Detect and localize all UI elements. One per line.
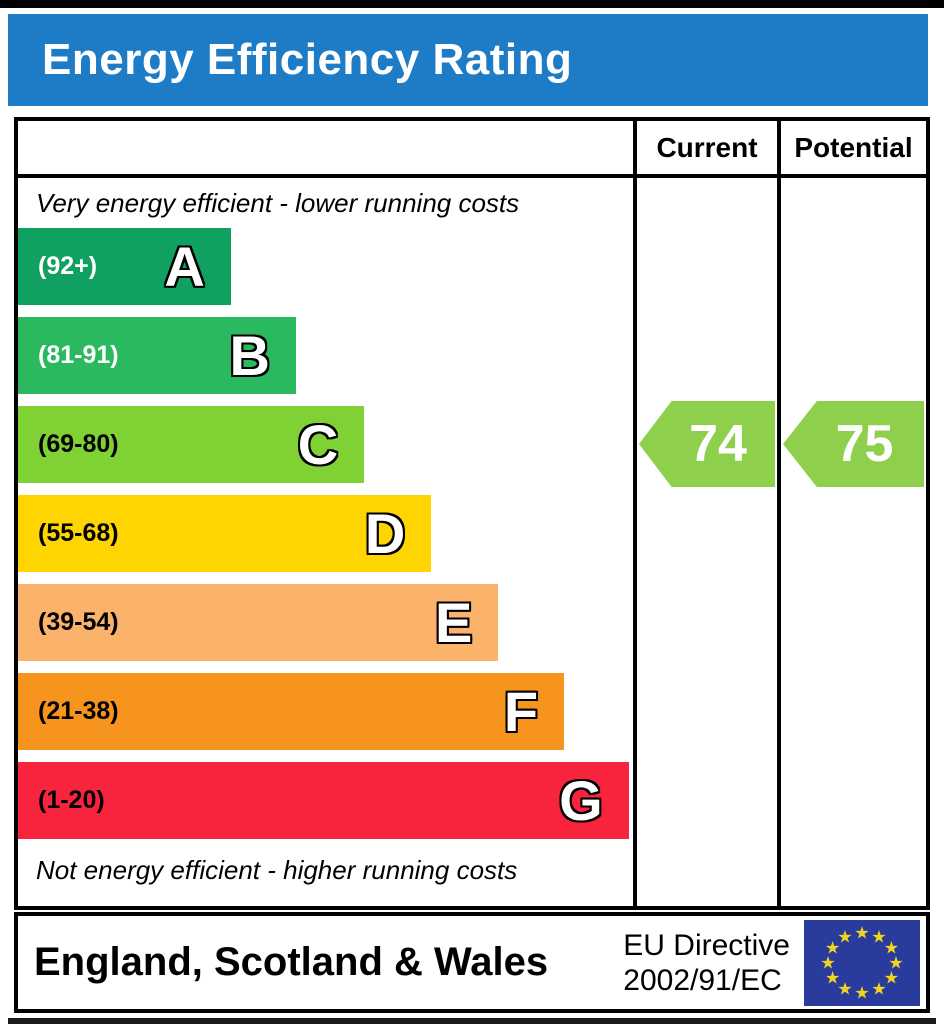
bottom-border-bar — [8, 1018, 936, 1024]
band-range-label: (55-68) — [38, 519, 119, 547]
band-letter: G — [559, 768, 603, 832]
rating-bands: (92+) A (81-91) B (69-80) C (55-68) D (3… — [18, 228, 633, 839]
column-header-potential: Potential — [777, 121, 926, 178]
eu-directive-line2: 2002/91/EC — [623, 963, 782, 997]
band-range-label: (21-38) — [38, 697, 119, 725]
header-spacer-cell — [18, 121, 633, 178]
footer-region-label: England, Scotland & Wales — [34, 940, 549, 984]
band-range-label: (39-54) — [38, 608, 119, 636]
band-range-label: (92+) — [38, 252, 98, 280]
band-letter: D — [364, 501, 406, 565]
page-title: Energy Efficiency Rating — [42, 35, 573, 84]
band-letter: E — [434, 590, 473, 654]
eu-directive-label: EU Directive 2002/91/EC — [623, 928, 804, 998]
current-rating-value: 74 — [689, 415, 747, 473]
band-row-d: (55-68) D — [18, 495, 432, 572]
column-header-current: Current — [633, 121, 777, 178]
caption-bottom: Not energy efficient - higher running co… — [36, 855, 518, 885]
band-row-b: (81-91) B — [18, 317, 296, 394]
caption-top: Very energy efficient - lower running co… — [36, 188, 520, 218]
footer-bar: England, Scotland & Wales EU Directive 2… — [14, 912, 930, 1013]
band-letter: C — [297, 412, 339, 476]
band-row-e: (39-54) E — [18, 584, 499, 661]
band-letter: B — [229, 323, 270, 387]
band-row-g: (1-20) G — [18, 762, 629, 839]
current-column: 74 — [633, 178, 777, 906]
eu-directive-line1: EU Directive — [623, 928, 790, 962]
band-range-label: (81-91) — [38, 341, 119, 369]
potential-rating-value: 75 — [835, 415, 894, 473]
band-chart-area: Very energy efficient - lower running co… — [18, 178, 633, 906]
top-border-bar — [0, 0, 944, 8]
potential-rating-arrow: 75 — [783, 401, 924, 487]
band-row-f: (21-38) F — [18, 673, 565, 750]
band-range-label: (69-80) — [38, 430, 119, 458]
potential-column: 75 — [777, 178, 926, 906]
band-letter: A — [164, 234, 205, 298]
band-row-a: (92+) A — [18, 228, 231, 305]
rating-table: Current Potential Very energy efficient … — [14, 117, 930, 910]
title-band: Energy Efficiency Rating — [8, 14, 928, 106]
band-letter: F — [503, 679, 539, 743]
current-rating-arrow: 74 — [639, 401, 775, 487]
band-row-c: (69-80) C — [18, 406, 365, 483]
band-range-label: (1-20) — [38, 786, 105, 814]
eu-flag-icon — [804, 919, 920, 1006]
